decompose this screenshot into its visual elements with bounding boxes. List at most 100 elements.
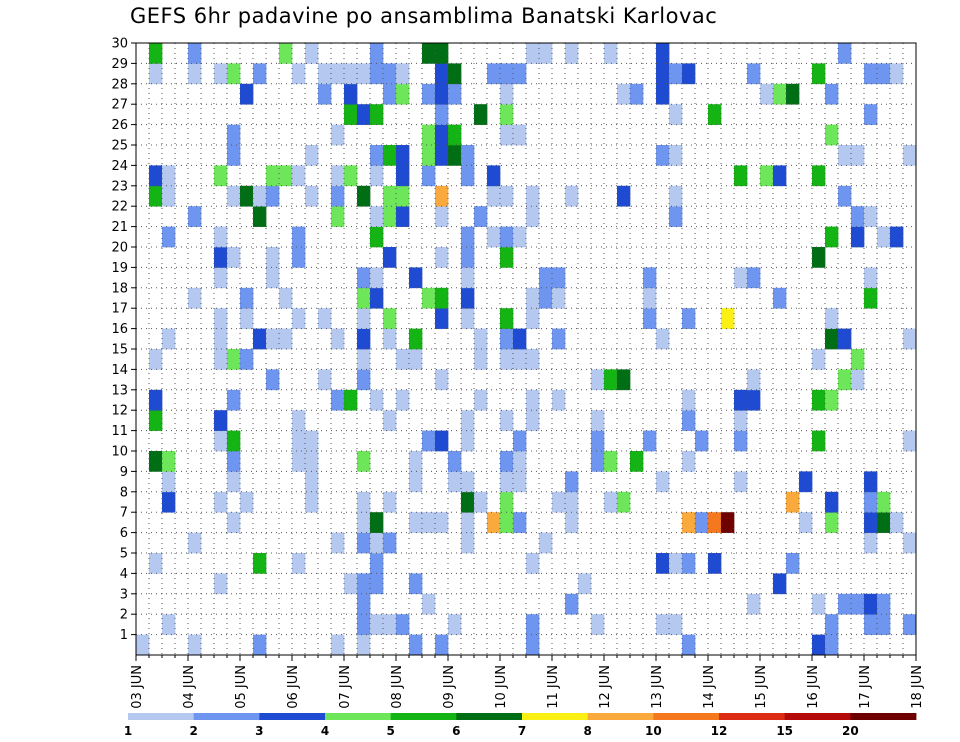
heatmap-cell — [656, 471, 670, 493]
heatmap-cell — [227, 185, 241, 207]
heatmap-cell — [292, 226, 306, 248]
heatmap-cell — [825, 226, 839, 248]
y-tick-label: 18 — [111, 281, 128, 296]
heatmap-cell — [162, 226, 176, 248]
heatmap-cell — [370, 43, 384, 64]
heatmap-cell — [851, 226, 865, 248]
heatmap-cell — [149, 165, 163, 187]
heatmap-cell — [461, 410, 475, 431]
heatmap-cell — [682, 389, 696, 411]
heatmap-cell — [305, 491, 319, 513]
heatmap-cell — [877, 226, 891, 248]
heatmap-cell — [162, 491, 176, 513]
y-tick-label: 9 — [120, 465, 128, 480]
heatmap-cell — [266, 165, 280, 187]
y-tick-label: 10 — [111, 445, 128, 460]
heatmap-cell — [292, 165, 306, 187]
heatmap-cell — [903, 614, 917, 635]
heatmap-cell — [500, 185, 514, 207]
heatmap-cell — [461, 491, 475, 513]
heatmap-cell — [370, 512, 384, 533]
heatmap-cell — [487, 185, 501, 207]
heatmap-cell — [292, 247, 306, 268]
heatmap-cell — [474, 389, 488, 411]
heatmap-cell — [552, 267, 566, 289]
heatmap-cell — [318, 308, 332, 329]
heatmap-cell — [227, 430, 241, 452]
legend-swatch — [128, 713, 195, 720]
heatmap-cell — [435, 512, 449, 533]
heatmap-cell — [188, 206, 202, 227]
x-tick-label: 14 JUN — [702, 665, 717, 709]
heatmap-cell — [214, 165, 228, 187]
heatmap-cell — [747, 63, 761, 85]
heatmap-cell — [357, 491, 371, 513]
heatmap-cell — [357, 267, 371, 289]
heatmap-cell — [669, 553, 683, 574]
heatmap-cell — [786, 553, 800, 574]
heatmap-cell — [526, 308, 540, 329]
y-tick-label: 7 — [120, 506, 128, 521]
heatmap-cell — [513, 451, 527, 472]
legend-label: 8 — [583, 724, 591, 738]
heatmap-cell — [409, 349, 423, 370]
legend-label: 3 — [255, 724, 263, 738]
legend-swatch — [456, 713, 523, 720]
heatmap-cell — [357, 573, 371, 595]
heatmap-cell — [669, 63, 683, 85]
heatmap-cell — [331, 389, 345, 411]
heatmap-cell — [513, 124, 527, 146]
y-tick-label: 22 — [111, 200, 128, 215]
heatmap-cell — [903, 328, 917, 350]
heatmap-cell — [526, 287, 540, 309]
heatmap-cell — [214, 491, 228, 513]
heatmap-cell — [305, 430, 319, 452]
heatmap-cell — [422, 593, 436, 615]
heatmap-cell — [825, 124, 839, 146]
heatmap-cell — [773, 83, 787, 105]
heatmap-cell — [227, 512, 241, 533]
heatmap-cell — [448, 145, 462, 166]
heatmap-cell — [890, 226, 904, 248]
heatmap-cell — [370, 226, 384, 248]
legend-label: 2 — [189, 724, 197, 738]
heatmap-cell — [240, 83, 254, 105]
heatmap-cell — [760, 165, 774, 187]
x-tick-label: 04 JUN — [182, 665, 197, 709]
heatmap-cell — [357, 634, 371, 656]
heatmap-cell — [747, 369, 761, 391]
heatmap-cell — [227, 389, 241, 411]
heatmap-cell — [591, 614, 605, 635]
heatmap-cell — [227, 124, 241, 146]
heatmap-cell — [474, 206, 488, 227]
heatmap-cell — [500, 349, 514, 370]
y-tick-label: 13 — [111, 383, 128, 398]
heatmap-cell — [266, 328, 280, 350]
heatmap-cell — [292, 410, 306, 431]
heatmap-cell — [383, 614, 397, 635]
heatmap-cell — [149, 185, 163, 207]
heatmap-cell — [227, 451, 241, 472]
heatmap-cell — [188, 63, 202, 85]
heatmap-cell — [591, 430, 605, 452]
heatmap-cell — [487, 512, 501, 533]
heatmap-cell — [513, 471, 527, 493]
heatmap-cell — [526, 614, 540, 635]
heatmap-cell — [825, 634, 839, 656]
x-tick-label: 13 JUN — [650, 665, 665, 709]
y-tick-label: 30 — [111, 37, 128, 52]
heatmap-cell — [851, 206, 865, 227]
heatmap-cell — [500, 124, 514, 146]
heatmap-cell — [682, 634, 696, 656]
heatmap-cell — [331, 185, 345, 207]
heatmap-cell — [435, 308, 449, 329]
heatmap-cell — [864, 267, 878, 289]
heatmap-cell — [214, 63, 228, 85]
heatmap-cell — [396, 145, 410, 166]
heatmap-cell — [864, 532, 878, 554]
heatmap-cell — [383, 532, 397, 554]
heatmap-cell — [435, 104, 449, 125]
legend-label: 4 — [321, 724, 329, 738]
heatmap-cell — [266, 185, 280, 207]
heatmap-cell — [370, 287, 384, 309]
